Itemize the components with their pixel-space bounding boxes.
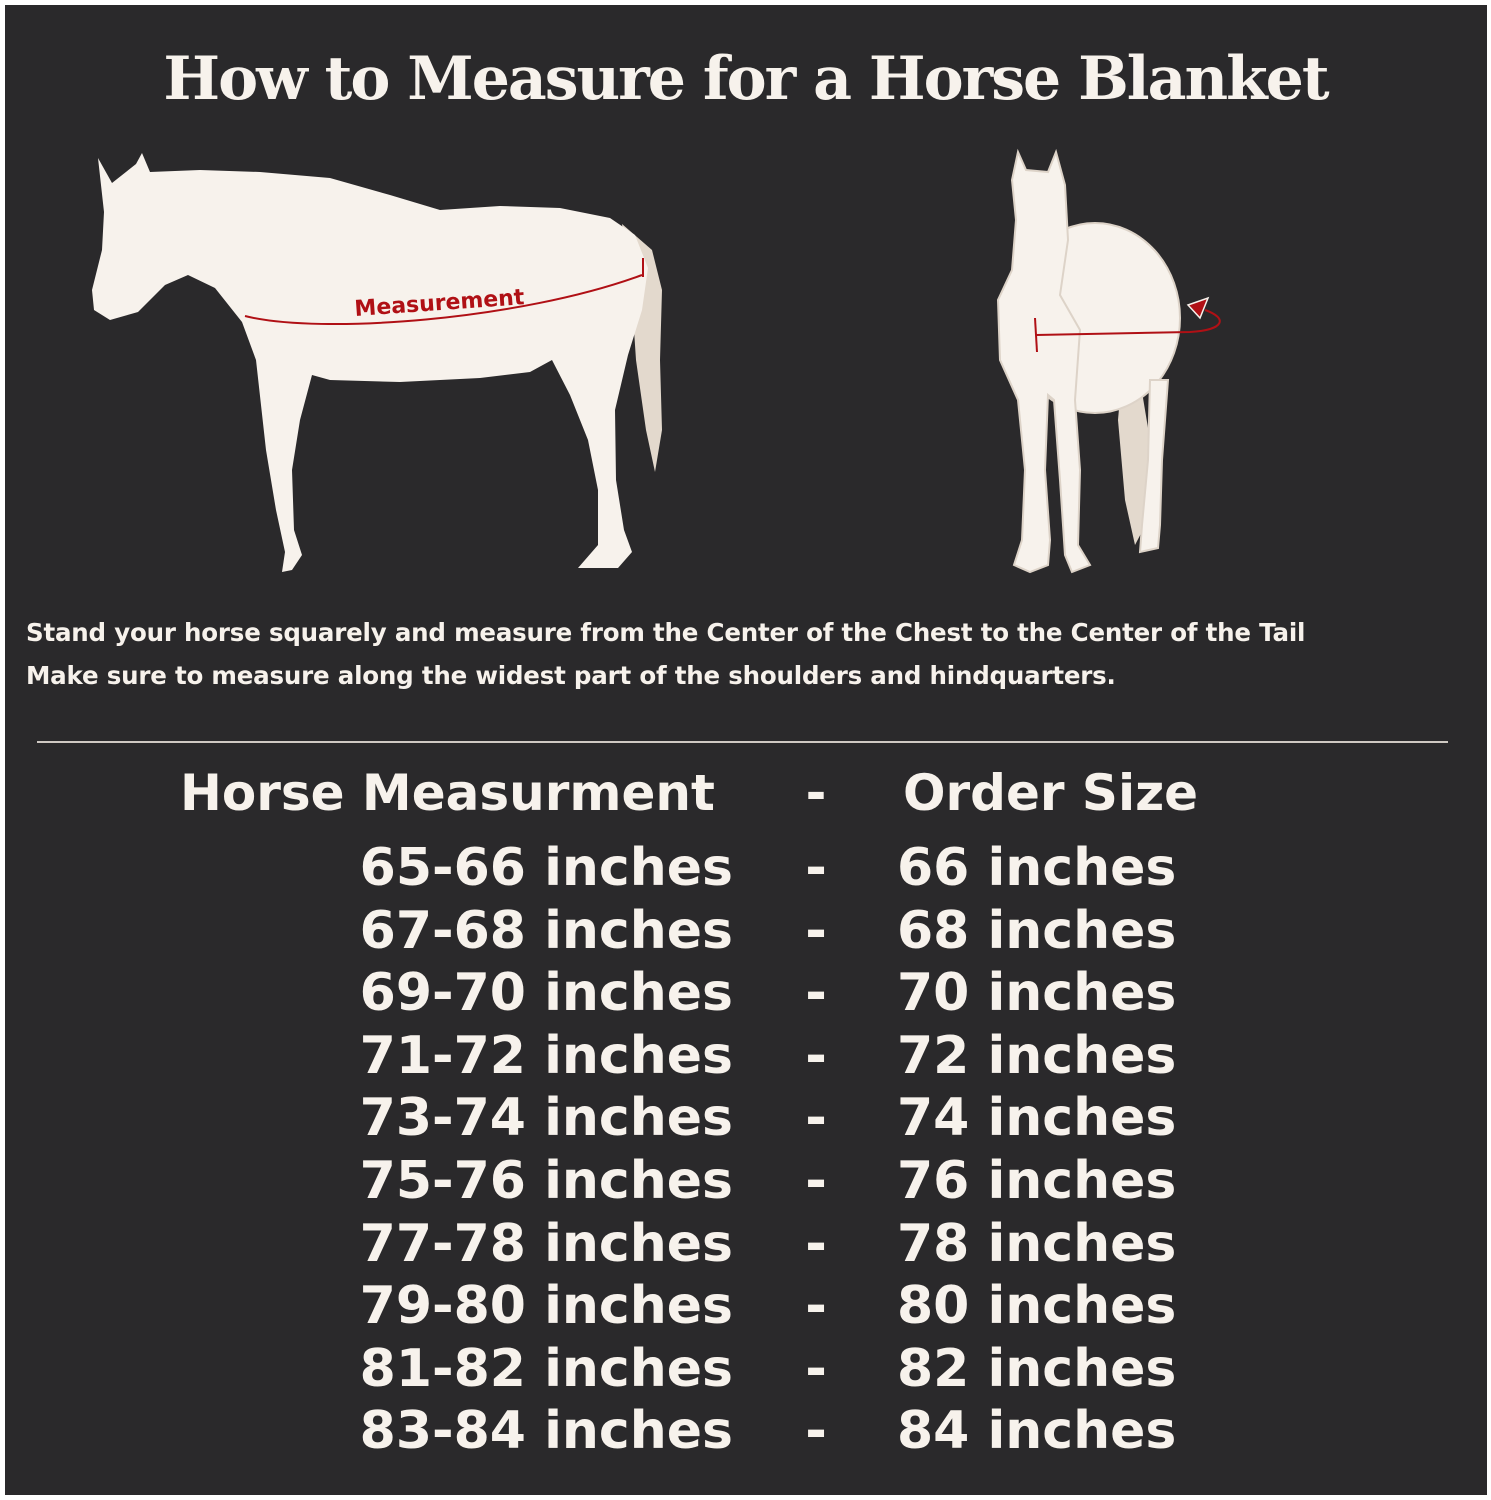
separator-cell: - [805, 1088, 827, 1149]
table-row: 73-74 inches - 74 inches [0, 1088, 1491, 1150]
separator-cell: - [805, 900, 827, 961]
front-horse-illustration [996, 148, 1221, 574]
order-size-cell: 70 inches [897, 963, 1177, 1024]
separator-cell: - [805, 1338, 827, 1399]
separator-cell: - [805, 1025, 827, 1086]
separator-cell: - [805, 1401, 827, 1462]
table-row: 79-80 inches - 80 inches [0, 1276, 1491, 1338]
horse-measurement-cell: 75-76 inches [359, 1151, 733, 1211]
table-row: 77-78 inches - 78 inches [0, 1214, 1491, 1276]
table-row: 81-82 inches - 82 inches [0, 1339, 1491, 1401]
horse-measurement-cell: 65-66 inches [359, 838, 733, 898]
header-separator: - [805, 764, 827, 822]
horse-measurement-cell: 71-72 inches [359, 1025, 733, 1086]
table-row: 67-68 inches - 68 inches [0, 901, 1491, 963]
separator-cell: - [805, 1213, 827, 1274]
table-row: 69-70 inches - 70 inches [0, 963, 1491, 1025]
horse-measurement-cell: 69-70 inches [359, 963, 733, 1024]
horse-measurement-cell: 81-82 inches [359, 1338, 733, 1399]
horse-measurement-cell: 79-80 inches [359, 1276, 733, 1337]
table-row: 83-84 inches - 84 inches [0, 1401, 1491, 1463]
table-row: 65-66 inches - 66 inches [0, 838, 1491, 900]
table-row: 75-76 inches - 76 inches [0, 1151, 1491, 1213]
separator-cell: - [805, 1151, 827, 1211]
instruction-line-1: Stand your horse squarely and measure fr… [26, 618, 1306, 647]
front-horse-tail [1118, 375, 1150, 545]
order-size-cell: 78 inches [897, 1213, 1177, 1274]
separator-cell: - [805, 1276, 827, 1337]
size-table-header: Horse Measurment - Order Size [0, 764, 1491, 826]
order-size-cell: 84 inches [897, 1401, 1177, 1462]
order-size-cell: 76 inches [897, 1151, 1177, 1211]
girth-measure-line [1035, 309, 1221, 336]
page-title: How to Measure for a Horse Blanket [163, 44, 1329, 114]
divider [37, 741, 1448, 743]
order-size-cell: 82 inches [897, 1338, 1177, 1399]
horse-measurement-cell: 67-68 inches [359, 900, 733, 961]
measurement-line [244, 274, 643, 326]
front-horse-right-legs [1138, 379, 1170, 554]
order-size-cell: 66 inches [897, 838, 1177, 898]
table-row: 71-72 inches - 72 inches [0, 1026, 1491, 1088]
instruction-line-2: Make sure to measure along the widest pa… [26, 661, 1116, 690]
side-horse-body [92, 153, 648, 572]
separator-cell: - [805, 838, 827, 898]
header-order-size: Order Size [903, 764, 1199, 822]
front-horse-body [996, 148, 1092, 574]
separator-cell: - [805, 963, 827, 1024]
order-size-cell: 80 inches [897, 1276, 1177, 1337]
header-horse-measurement: Horse Measurment [180, 764, 715, 822]
side-horse-illustration: Measurement [92, 153, 662, 572]
horse-measurement-cell: 73-74 inches [359, 1088, 733, 1149]
horse-measurement-cell: 83-84 inches [359, 1401, 733, 1462]
order-size-cell: 72 inches [897, 1025, 1177, 1086]
order-size-cell: 74 inches [897, 1088, 1177, 1149]
order-size-cell: 68 inches [897, 900, 1177, 961]
horse-diagrams: Measurement [92, 148, 1221, 574]
arrow-head-icon [1186, 296, 1210, 320]
horse-measurement-cell: 77-78 inches [359, 1213, 733, 1274]
